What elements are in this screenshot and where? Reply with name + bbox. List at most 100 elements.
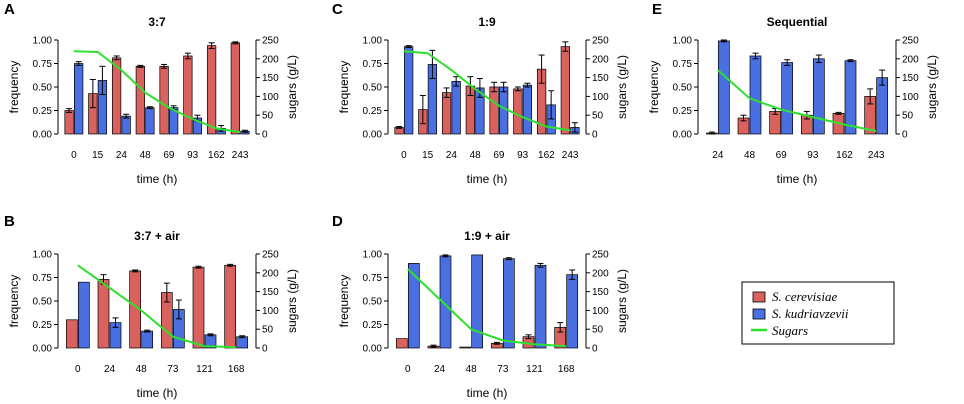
y2-axis-label: sugars (g/L) bbox=[925, 55, 939, 119]
x-tick-label: 243 bbox=[868, 150, 885, 161]
bar-cerevisiae bbox=[65, 319, 78, 349]
x-tick-label: 15 bbox=[422, 150, 434, 161]
y-tick-label: 1.00 bbox=[363, 36, 383, 47]
panel-title: 3:7 + air bbox=[134, 229, 180, 243]
legend-label-cerevisiae: S. cerevisiae bbox=[772, 289, 837, 304]
y-tick-label: 0.25 bbox=[33, 106, 53, 117]
y2-tick-label: 250 bbox=[262, 36, 279, 47]
x-axis-label: time (h) bbox=[137, 172, 178, 186]
y2-axis-label: sugars (g/L) bbox=[285, 269, 299, 333]
x-axis-label: time (h) bbox=[467, 386, 508, 400]
bar-cerevisiae bbox=[159, 65, 169, 135]
panels-group: A 3:7 0.00 0.25 0.50 0.75 1.00 frequency 0 50 100 1… bbox=[4, 1, 939, 400]
y-tick-label: 0.00 bbox=[33, 344, 53, 355]
y2-tick-label: 100 bbox=[262, 306, 279, 317]
x-tick-label: 24 bbox=[712, 150, 724, 161]
y2-tick-label: 200 bbox=[592, 54, 609, 65]
y2-tick-label: 100 bbox=[592, 306, 609, 317]
x-tick-label: 15 bbox=[92, 150, 104, 161]
panel-d: D 1:9 + air 0.00 0.25 0.50 0.75 1.00 frequency 0… bbox=[332, 213, 629, 400]
y-tick-label: 0.50 bbox=[673, 83, 693, 94]
y2-tick-label: 50 bbox=[902, 111, 914, 122]
x-tick-label: 48 bbox=[140, 150, 152, 161]
y2-tick-label: 150 bbox=[902, 73, 919, 84]
x-tick-label: 162 bbox=[836, 150, 853, 161]
bar-kudriavzevii bbox=[141, 330, 154, 349]
y-tick-label: 0.75 bbox=[33, 59, 53, 70]
y-axis-label: frequency bbox=[7, 275, 21, 328]
bar-cerevisiae bbox=[513, 88, 523, 135]
sugars-line bbox=[403, 50, 571, 132]
y2-axis-label: sugars (g/L) bbox=[615, 55, 629, 119]
bar-cerevisiae bbox=[206, 45, 217, 135]
x-tick-label: 168 bbox=[558, 364, 575, 375]
bar-kudriavzevii bbox=[74, 63, 84, 135]
y-tick-label: 0.50 bbox=[33, 83, 53, 94]
y2-tick-label: 100 bbox=[592, 92, 609, 103]
bar-cerevisiae bbox=[192, 266, 205, 349]
y2-tick-label: 150 bbox=[592, 287, 609, 298]
y-tick-label: 0.25 bbox=[363, 106, 383, 117]
bar-cerevisiae bbox=[183, 55, 193, 135]
y-tick-label: 0.75 bbox=[673, 59, 693, 70]
x-tick-label: 48 bbox=[470, 150, 482, 161]
x-tick-label: 48 bbox=[744, 150, 756, 161]
bar-kudriavzevii bbox=[717, 40, 730, 135]
y2-tick-label: 150 bbox=[592, 73, 609, 84]
y2-tick-label: 200 bbox=[262, 268, 279, 279]
y2-tick-label: 150 bbox=[262, 73, 279, 84]
y2-tick-label: 0 bbox=[902, 130, 908, 141]
bar-kudriavzevii bbox=[471, 254, 484, 349]
y-tick-label: 1.00 bbox=[33, 250, 53, 261]
x-tick-label: 69 bbox=[493, 150, 505, 161]
y-tick-label: 0.25 bbox=[33, 320, 53, 331]
y2-tick-label: 250 bbox=[902, 36, 919, 47]
y2-axis-label: sugars (g/L) bbox=[615, 269, 629, 333]
y-axis-label: frequency bbox=[337, 275, 351, 328]
legend-label-sugars: Sugars bbox=[772, 323, 808, 338]
x-axis-label: time (h) bbox=[137, 386, 178, 400]
bar-kudriavzevii bbox=[407, 263, 420, 349]
x-tick-label: 24 bbox=[104, 364, 116, 375]
x-tick-label: 93 bbox=[517, 150, 529, 161]
x-tick-label: 73 bbox=[497, 364, 509, 375]
x-tick-label: 93 bbox=[187, 150, 199, 161]
panel-title: 3:7 bbox=[148, 15, 166, 29]
x-tick-label: 24 bbox=[116, 150, 128, 161]
y-tick-label: 0.25 bbox=[673, 106, 693, 117]
x-tick-label: 168 bbox=[228, 364, 245, 375]
bar-kudriavzevii bbox=[522, 84, 533, 135]
x-tick-label: 48 bbox=[136, 364, 148, 375]
y2-tick-label: 0 bbox=[262, 130, 268, 141]
panel-c: C 1:9 0.00 0.25 0.50 0.75 1.00 frequency 0 50 100 1… bbox=[332, 1, 629, 186]
bar-kudriavzevii bbox=[566, 274, 579, 349]
x-tick-label: 69 bbox=[776, 150, 788, 161]
x-tick-label: 121 bbox=[196, 364, 213, 375]
y2-tick-label: 250 bbox=[262, 250, 279, 261]
bar-kudriavzevii bbox=[404, 46, 414, 135]
panel-letter: D bbox=[332, 213, 343, 230]
y-tick-label: 0.25 bbox=[363, 320, 383, 331]
legend: S. cerevisiae S. kudriavzevii Sugars bbox=[741, 281, 895, 345]
x-axis-label: time (h) bbox=[777, 172, 818, 186]
x-tick-label: 0 bbox=[401, 150, 407, 161]
x-tick-label: 0 bbox=[405, 364, 411, 375]
legend-label-kudriavzevii: S. kudriavzevii bbox=[772, 306, 849, 321]
legend-swatch-kudriavzevii bbox=[752, 308, 766, 320]
bar-cerevisiae bbox=[489, 86, 499, 135]
legend-box bbox=[741, 281, 895, 345]
x-tick-label: 162 bbox=[208, 150, 225, 161]
y-tick-label: 1.00 bbox=[363, 250, 383, 261]
sugars-line bbox=[717, 69, 877, 132]
x-tick-label: 243 bbox=[232, 150, 249, 161]
y2-tick-label: 100 bbox=[902, 92, 919, 103]
y2-tick-label: 250 bbox=[592, 250, 609, 261]
x-tick-label: 121 bbox=[526, 364, 543, 375]
y-tick-label: 1.00 bbox=[673, 36, 693, 47]
y-tick-label: 0.00 bbox=[363, 344, 383, 355]
bar-cerevisiae bbox=[441, 92, 452, 135]
panel-letter: C bbox=[332, 1, 343, 18]
x-tick-label: 243 bbox=[562, 150, 579, 161]
bar-kudriavzevii bbox=[502, 258, 515, 349]
